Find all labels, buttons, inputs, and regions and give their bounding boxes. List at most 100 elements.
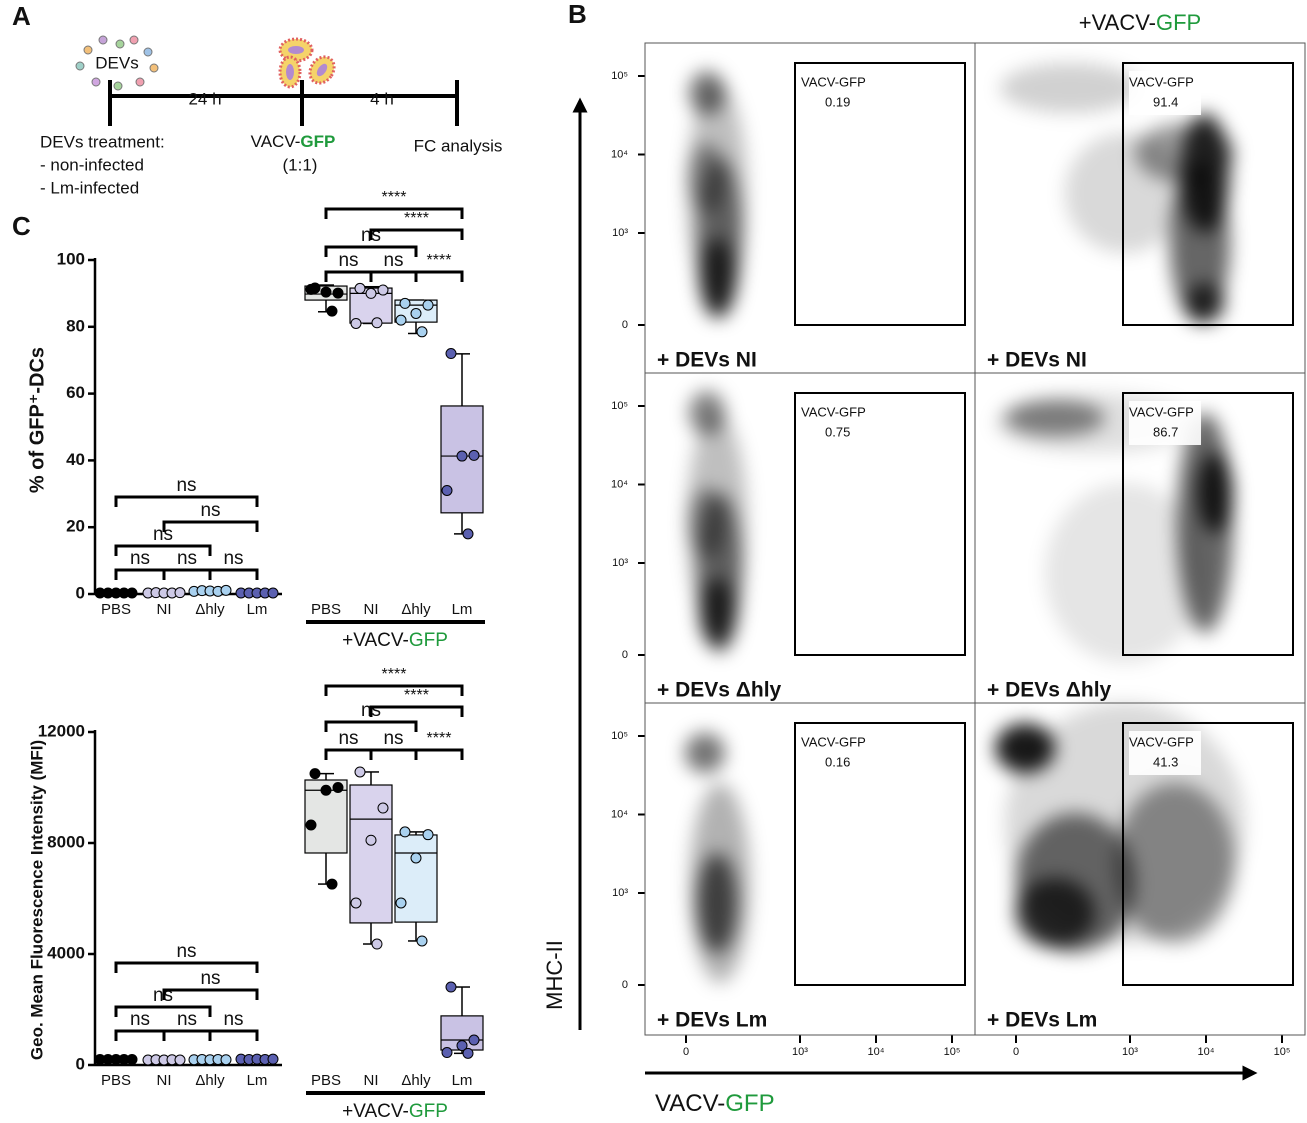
x-tick-label: NI [364,601,379,618]
y-tick-label: 0 [622,649,628,661]
text-part: GFP [409,1101,448,1122]
row-label: + DEVs Lm [657,1009,767,1032]
data-point [320,286,332,298]
text-part: GFP [1156,10,1201,35]
significance-label: ns [130,1009,150,1030]
data-point [441,484,453,496]
gate-value: 86.7 [1153,424,1178,439]
x-tick-label: PBS [311,601,341,618]
gate-label: VACV-GFP [1129,734,1194,749]
gate [794,722,966,986]
gate [1122,722,1294,986]
panel-b-frame [644,42,1306,1036]
y-tick-label: 10⁴ [611,808,628,820]
x-tick-label: 0 [1013,1046,1019,1058]
data-point [456,1040,468,1052]
data-point [468,1034,480,1046]
text-part: +VACV- [342,1101,409,1122]
group-label: +VACV-GFP [342,630,448,651]
gate [1122,62,1294,326]
column-header: +VACV-GFP [1079,10,1201,35]
gate-label-bg [1129,731,1201,775]
data-point [174,587,186,599]
data-point [377,284,389,296]
devs-icon [75,35,159,91]
x-tick-label: 10⁴ [1198,1046,1215,1058]
x-tick-label: 10⁴ [868,1046,885,1058]
significance-bracket [369,705,464,717]
significance-label: ns [176,475,196,496]
significance-label: ns [383,250,403,271]
row-label: + DEVs Lm [987,1009,1097,1032]
y-tick-label: 40 [66,450,85,469]
density-plot [687,71,747,318]
data-point [377,802,389,814]
y-tick-label: 0 [622,979,628,991]
data-point [320,784,332,796]
data-point [462,528,474,540]
y-tick-label: 10³ [612,887,628,899]
x-tick-label: PBS [311,1072,341,1089]
text-part: GFP [725,1090,774,1117]
data-point [332,287,344,299]
virus-icon [278,37,336,89]
significance-bracket [324,720,418,732]
panel-label: A [12,1,31,31]
significance-bracket [324,207,464,219]
y-tick-label: 0 [76,1054,85,1073]
significance-bracket [162,520,259,532]
y-tick-label: 10⁵ [611,400,628,412]
significance-label: ns [383,728,403,749]
data-point [126,1053,138,1065]
row-label: + DEVs NI [987,349,1087,372]
significance-label: ns [177,548,197,569]
y-tick-label: 10⁴ [611,148,628,160]
density [685,733,725,773]
significance-bracket [114,1029,166,1041]
y-tick-label: 10⁵ [611,730,628,742]
timeline [108,80,459,126]
data-point [441,1047,453,1059]
data-point [332,782,344,793]
data-point [350,897,362,909]
significance-bracket [414,748,464,760]
density [1170,163,1230,323]
density [1115,783,1235,943]
density-plot [1000,63,1235,323]
panel-a: A DEVs 24 h 4 h DEVs treatment: - non-in… [12,1,502,198]
data-point [326,878,338,890]
significance-bracket [162,1029,212,1041]
significance-bracket [324,270,373,282]
x-tick-label: Δhly [401,601,431,618]
density [1045,483,1205,663]
x-axis-label: VACV-GFP [655,1090,775,1117]
density [697,853,737,953]
treatment-title: DEVs treatment: [40,132,165,151]
significance-label: **** [427,730,452,747]
significance-bracket [114,495,259,507]
y-tick-label: 20 [66,517,85,536]
panel-label: B [568,0,587,29]
significance-label: **** [404,210,429,227]
y-axis-label: MHC-II [542,940,567,1010]
data-point [354,766,366,778]
virus-label: VACV-GFP [251,132,336,151]
significance-bracket [324,748,373,760]
x-tick-label: Lm [452,1072,473,1089]
gate-label: VACV-GFP [1129,74,1194,89]
box [394,834,438,923]
density-plot [995,393,1233,663]
significance-bracket [369,228,464,240]
x-tick-label: 10⁵ [944,1046,961,1058]
x-tick-label: 10⁵ [1274,1046,1291,1058]
data-point [174,1054,186,1066]
group-label: +VACV-GFP [342,1101,448,1122]
x-tick-label: PBS [101,601,131,618]
data-point [126,587,138,599]
gate [794,392,966,656]
gate [1122,392,1294,656]
y-tick-label: 8000 [47,832,85,851]
significance-label: ns [153,524,173,545]
y-axis-label: % of GFP⁺-DCs [26,347,48,493]
